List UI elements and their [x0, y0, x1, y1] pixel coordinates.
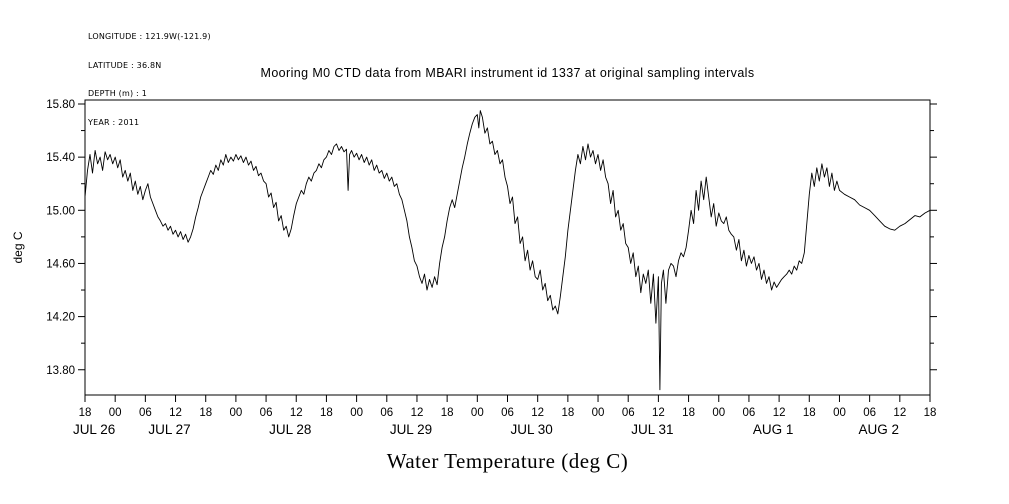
x-tick-label: 06: [260, 407, 273, 419]
x-date-label: JUL 28: [269, 422, 311, 437]
x-tick-label: 12: [531, 407, 544, 419]
x-axis-caption: Water Temperature (deg C): [386, 449, 629, 473]
x-date-label: JUL 29: [390, 422, 432, 437]
metadata-year: YEAR : 2011: [88, 117, 140, 127]
x-tick-label: 06: [743, 407, 756, 419]
x-tick-label: 06: [863, 407, 876, 419]
x-tick-label: 00: [109, 407, 122, 419]
x-date-label: AUG 2: [858, 422, 899, 437]
y-tick-label: 13.80: [46, 365, 75, 377]
x-tick-label: 00: [712, 407, 725, 419]
x-tick-label: 12: [411, 407, 424, 419]
y-tick-label: 15.00: [46, 205, 75, 217]
x-tick-label: 18: [924, 407, 937, 419]
x-tick-label: 06: [501, 407, 514, 419]
x-tick-label: 18: [79, 407, 92, 419]
x-tick-label: 00: [471, 407, 484, 419]
plot-frame: [84, 99, 931, 396]
x-tick-label: 00: [833, 407, 846, 419]
y-axis-label: deg C: [11, 231, 25, 263]
x-tick-label: 00: [592, 407, 605, 419]
x-tick-label: 12: [773, 407, 786, 419]
y-tick-label: 15.40: [46, 152, 75, 164]
x-date-label: JUL 27: [148, 422, 190, 437]
x-tick-label: 06: [139, 407, 152, 419]
x-tick-label: 12: [290, 407, 303, 419]
x-tick-label: 12: [893, 407, 906, 419]
metadata-latitude: LATITUDE : 36.8N: [88, 60, 162, 70]
x-tick-label: 18: [199, 407, 212, 419]
y-tick-label: 15.80: [46, 99, 75, 111]
x-tick-label: 18: [441, 407, 454, 419]
temperature-line: [84, 110, 931, 391]
metadata-longitude: LONGITUDE : 121.9W(-121.9): [88, 32, 211, 41]
x-date-label: AUG 1: [753, 422, 794, 437]
y-tick-label: 14.60: [46, 258, 75, 270]
x-tick-label: 00: [350, 407, 363, 419]
metadata-depth: DEPTH (m) : 1: [88, 89, 147, 98]
x-date-label: JUL 31: [631, 422, 673, 437]
station-metadata: LONGITUDE : 121.9W(-121.9) LATITUDE : 36…: [88, 13, 211, 146]
x-tick-label: 18: [561, 407, 574, 419]
x-tick-label: 18: [682, 407, 695, 419]
x-tick-label: 06: [380, 407, 393, 419]
x-date-label: JUL 30: [511, 422, 553, 437]
x-tick-label: 06: [622, 407, 635, 419]
x-tick-label: 12: [652, 407, 665, 419]
x-tick-label: 18: [803, 407, 816, 419]
x-tick-label: 18: [320, 407, 333, 419]
chart-title: Mooring M0 CTD data from MBARI instrumen…: [260, 66, 755, 80]
y-tick-label: 14.20: [46, 312, 75, 324]
x-tick-label: 00: [229, 407, 242, 419]
x-date-label: JUL 26: [73, 422, 115, 437]
x-tick-label: 12: [169, 407, 182, 419]
